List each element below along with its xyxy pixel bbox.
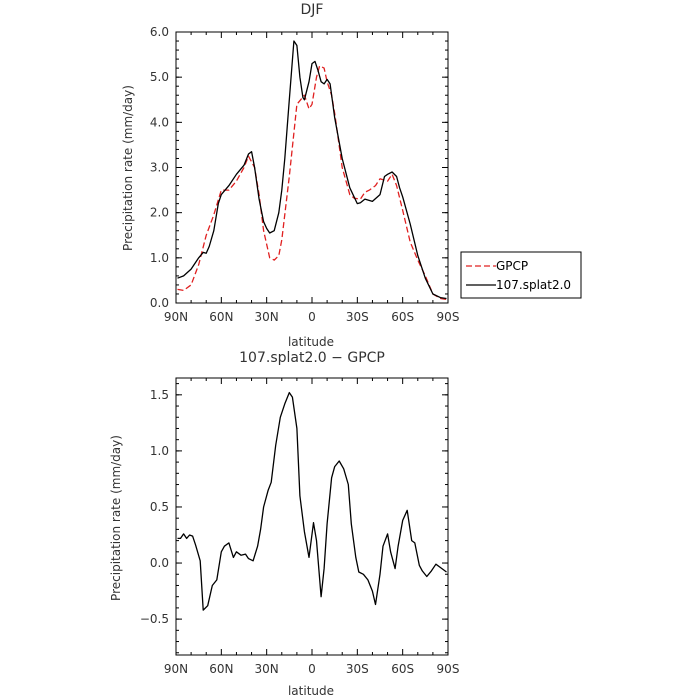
y-tick-label: 2.0 [150,206,169,220]
bottom-axes: 90N 60N 30N 0 30S 60S 90S −0.5 0.0 0.5 1.0 1.5 [140,377,460,676]
top-chart-title: DJF [301,2,324,18]
series-line-107-splat2-0 [177,40,447,300]
bottom-series-group [177,391,447,611]
y-tick-label: 0.5 [150,500,169,514]
legend-label-gpcp: GPCP [496,259,528,273]
x-tick-label: 60N [209,310,233,324]
y-tick-label: 3.0 [150,161,169,175]
x-tick-label: 30S [346,662,369,676]
y-tick-label: 4.0 [150,115,169,129]
top-axes: 90N 60N 30N 0 30S 60S 90S 0.0 1.0 2.0 3.0 4.0 5.0 6.0 [150,25,460,324]
y-tick-label: 1.0 [150,251,169,265]
x-tick-label: 90N [164,662,188,676]
x-tick-label: 90S [437,662,460,676]
top-panel-chart: DJF latitude Precipitation rate (mm/day)… [121,2,459,349]
x-tick-label: 90S [437,310,460,324]
bottom-chart-title: 107.splat2.0 − GPCP [239,350,385,366]
y-tick-label: −0.5 [140,612,169,626]
x-tick-label: 30N [255,662,279,676]
plot-frame [175,31,449,304]
y-tick-label: 0.0 [150,296,169,310]
y-tick-label: 0.0 [150,556,169,570]
y-tick-label: 1.0 [150,444,169,458]
series-line-difference [177,391,447,611]
bottom-x-axis-title: latitude [288,684,334,698]
x-tick-label: 60S [391,310,414,324]
top-y-axis-title: Precipitation rate (mm/day) [121,85,135,251]
x-tick-label: 0 [308,662,316,676]
plot-frame [175,377,449,656]
top-x-axis-title: latitude [288,335,334,349]
legend-label-splat: 107.splat2.0 [496,278,571,292]
top-series-group [177,40,447,301]
x-tick-label: 30S [346,310,369,324]
y-tick-label: 6.0 [150,25,169,39]
x-tick-label: 60N [209,662,233,676]
y-tick-label: 5.0 [150,70,169,84]
bottom-y-axis-title: Precipitation rate (mm/day) [109,435,123,601]
y-tick-label: 1.5 [150,388,169,402]
legend-box [460,251,582,299]
legend: GPCP 107.splat2.0 [460,251,582,299]
x-tick-label: 60S [391,662,414,676]
x-tick-label: 90N [164,310,188,324]
x-tick-label: 0 [308,310,316,324]
series-line-gpcp [177,65,447,301]
bottom-panel-chart: 107.splat2.0 − GPCP latitude Precipitati… [109,350,459,698]
x-tick-label: 30N [255,310,279,324]
